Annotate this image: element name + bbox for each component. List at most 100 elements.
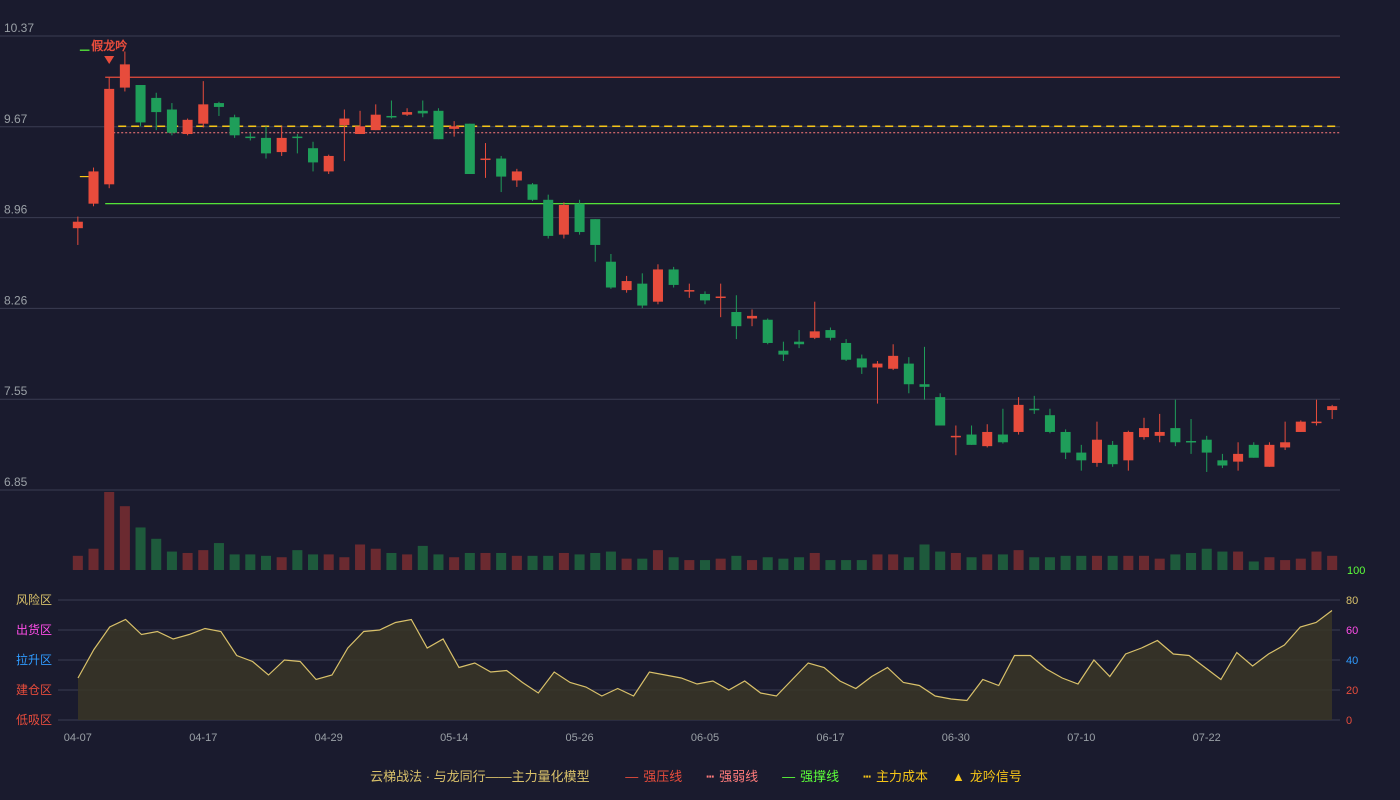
candle [935, 393, 946, 426]
candle-body [104, 88, 115, 185]
volume-bar [229, 554, 240, 570]
candles-layer[interactable] [72, 51, 1338, 472]
candle-body [1029, 408, 1040, 411]
candle [496, 155, 507, 193]
candle-body [229, 117, 240, 136]
candle [276, 126, 287, 156]
legend-item[interactable]: ┅ 主力成本 [855, 769, 928, 784]
candle [841, 339, 852, 362]
candle-body [1201, 439, 1212, 453]
volume-bar [527, 555, 538, 570]
osc-tick-label: 0 [1346, 715, 1352, 727]
candle [166, 103, 177, 136]
candle-body [574, 203, 585, 233]
volume-scale-label: 100 [1347, 565, 1365, 577]
osc-zone-label: 拉升区 [16, 652, 52, 667]
volume-bar [982, 554, 993, 570]
volume-bar [370, 548, 381, 570]
candle-body [213, 103, 224, 107]
candle [104, 77, 115, 189]
legend-title: 云梯战法 · 与龙同行——主力量化模型 [370, 769, 590, 784]
volume-bar [605, 551, 616, 570]
osc-tick-label: 80 [1346, 595, 1358, 607]
candle [1154, 413, 1165, 443]
volume-bar [903, 557, 914, 570]
candle [778, 341, 789, 362]
price-tick-label: 8.96 [4, 203, 28, 217]
candle [527, 183, 538, 202]
volume-bar [308, 554, 319, 570]
candle-body [402, 112, 413, 115]
candle-body [292, 136, 303, 139]
candle [1029, 395, 1040, 414]
osc-tick-label: 20 [1346, 685, 1358, 697]
candle-body [1091, 439, 1102, 463]
legend-item[interactable]: — 强撑线 [774, 769, 839, 784]
candle-body [1076, 452, 1087, 461]
candle-body [590, 219, 601, 245]
candle-body [715, 296, 726, 299]
legend-item[interactable]: ┅ 强弱线 [698, 769, 758, 784]
legend: 云梯战法 · 与龙同行——主力量化模型 — 强压线 ┅ 强弱线 — 强撑线 ┅ 主力成本 ▲ 龙吟… [0, 766, 1400, 785]
candle [997, 408, 1008, 444]
volume-bar [1233, 551, 1244, 570]
candle-body [558, 204, 569, 235]
candle-body [699, 293, 711, 301]
volume-bar [72, 555, 83, 570]
legend-item-label: 强弱线 [719, 769, 759, 784]
osc-line [77, 610, 1333, 702]
candle-body [1186, 440, 1197, 443]
candle [511, 168, 522, 187]
candle-body [1154, 431, 1165, 436]
candle [872, 361, 883, 404]
candle [1091, 421, 1102, 467]
legend-item[interactable]: ▲ 龙吟信号 [944, 769, 1022, 784]
price-tick-label: 6.85 [4, 475, 28, 489]
candle-body [652, 269, 663, 302]
date-tick-label: 05-26 [565, 732, 593, 744]
candle-body [605, 261, 616, 288]
volume-bar [1138, 555, 1150, 570]
volume-bar [1248, 561, 1259, 570]
solid-line-icon: — [782, 769, 796, 784]
reference-lines [79, 49, 1340, 205]
volume-bar [449, 557, 460, 570]
volume-bar [574, 554, 585, 570]
volume-bar [1186, 552, 1197, 570]
legend-item-label: 强撑线 [800, 769, 840, 784]
candle [715, 283, 726, 318]
signal-marker: 假龙吟 [91, 38, 127, 64]
legend-item-label: 强压线 [643, 769, 683, 784]
volume-bar [339, 557, 350, 570]
candle-body [433, 110, 444, 140]
candle-body [370, 114, 381, 131]
candle-body [527, 184, 538, 200]
dotted-line-icon: ┅ [706, 769, 715, 784]
candle [668, 266, 679, 288]
legend-item-label: 龙吟信号 [969, 769, 1022, 784]
candle [809, 301, 820, 340]
volume-bar [590, 552, 601, 570]
legend-items: — 强压线 ┅ 强弱线 — 强撑线 ┅ 主力成本 ▲ 龙吟信号 [609, 769, 1030, 784]
candle-body [966, 434, 977, 445]
volume-bar [966, 557, 977, 570]
candle-body [1311, 421, 1322, 424]
candle [762, 318, 773, 345]
candle-body [1013, 404, 1024, 432]
candle-body [747, 315, 758, 319]
candle [1264, 442, 1275, 467]
volume-bar [872, 554, 883, 570]
volume-bar [433, 554, 444, 570]
volume-bar [1170, 554, 1181, 570]
candle [558, 202, 569, 239]
volume-bar [276, 557, 287, 570]
candle-body [1138, 428, 1150, 438]
candle [464, 123, 475, 175]
volume-bar [402, 554, 413, 570]
volume-bar [511, 555, 522, 570]
legend-item[interactable]: — 强压线 [617, 769, 682, 784]
candlestick-chart[interactable]: 10.37 9.67 8.96 8.26 7.55 6.85 假龙吟 100 风险区 80 出… [0, 0, 1400, 760]
candle-body [888, 355, 899, 369]
candle [1044, 408, 1055, 434]
volume-bar [182, 552, 193, 570]
